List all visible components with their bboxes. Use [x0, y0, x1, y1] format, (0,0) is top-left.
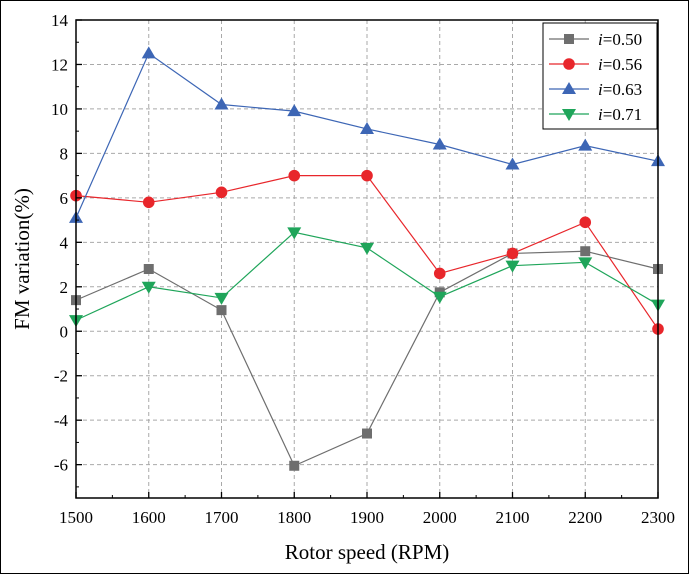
y-tick-label: 2 [60, 278, 69, 297]
y-tick-label: 4 [60, 233, 69, 252]
legend-label-variable: i [598, 55, 603, 74]
data-point [362, 428, 372, 439]
data-point [143, 264, 154, 275]
legend-box [542, 22, 658, 130]
y-tick-label: 0 [60, 322, 69, 341]
legend-marker [563, 58, 575, 70]
x-tick-label: 2000 [423, 508, 457, 527]
data-point [580, 246, 591, 257]
y-tick-label: 12 [51, 55, 68, 74]
legend-marker [562, 82, 576, 94]
data-point [141, 281, 156, 294]
legend: i=0.50i=0.56i=0.63i=0.71 [542, 22, 658, 130]
x-tick-label: 1900 [350, 508, 384, 527]
x-tick-label: 1700 [205, 508, 239, 527]
x-tick-label: 2100 [496, 508, 530, 527]
x-tick-label: 1500 [59, 508, 93, 527]
legend-marker [562, 109, 576, 121]
data-point [506, 247, 519, 260]
x-tick-label: 1600 [132, 508, 166, 527]
legend-label-value: =0.63 [603, 80, 642, 99]
data-point [142, 196, 155, 209]
data-point [216, 305, 227, 316]
legend-item: i=0.50 [549, 30, 642, 49]
data-point [578, 257, 593, 270]
legend-label-value: =0.50 [603, 30, 642, 49]
legend-label-variable: i [598, 30, 603, 49]
series-1 [70, 169, 664, 335]
y-tick-label: 8 [60, 144, 69, 163]
data-point [579, 216, 592, 229]
legend-label: i=0.63 [598, 80, 642, 99]
y-tick-label: -2 [54, 367, 68, 386]
data-point [141, 46, 156, 59]
data-point [287, 227, 302, 240]
data-point [215, 186, 228, 199]
legend-label: i=0.71 [598, 105, 642, 124]
legend-marker [564, 34, 574, 44]
y-tick-label: -6 [54, 456, 68, 475]
legend-label: i=0.50 [598, 30, 642, 49]
legend-item: i=0.56 [549, 55, 642, 74]
data-point [360, 121, 374, 134]
data-point [433, 267, 446, 280]
data-point [287, 104, 302, 117]
y-tick-label: -4 [54, 411, 69, 430]
data-point [360, 242, 374, 255]
data-point [361, 169, 373, 182]
x-tick-label: 2200 [568, 508, 602, 527]
axes [75, 19, 659, 499]
data-point [214, 292, 229, 305]
y-tick-label: 6 [60, 189, 69, 208]
legend-label-value: =0.71 [603, 105, 642, 124]
data-point [505, 260, 520, 273]
legend-label: i=0.56 [598, 55, 642, 74]
data-point [214, 97, 229, 110]
x-tick-label: 1800 [277, 508, 311, 527]
legend-label-variable: i [598, 105, 603, 124]
data-point [432, 137, 447, 150]
y-tick-label: 14 [51, 11, 69, 30]
legend-label-variable: i [598, 80, 603, 99]
y-tick-label: 10 [51, 100, 68, 119]
legend-label-value: =0.56 [603, 55, 642, 74]
data-point [505, 157, 520, 170]
data-point [289, 460, 300, 471]
legend-item: i=0.63 [549, 80, 642, 99]
y-axis-title: FM variation(%) [10, 188, 34, 330]
x-axis-title: Rotor speed (RPM) [285, 540, 450, 564]
y-tick-labels: -6 -4 -2 0 2 4 6 8 10 12 14 [51, 11, 69, 475]
legend-item: i=0.71 [549, 105, 642, 124]
data-point [578, 138, 593, 151]
data-point [288, 169, 301, 182]
x-tick-labels: 1500 1600 1700 1800 1900 2000 2100 2200 2300 [59, 508, 675, 527]
data-point [432, 291, 447, 304]
x-tick-label: 2300 [641, 508, 675, 527]
